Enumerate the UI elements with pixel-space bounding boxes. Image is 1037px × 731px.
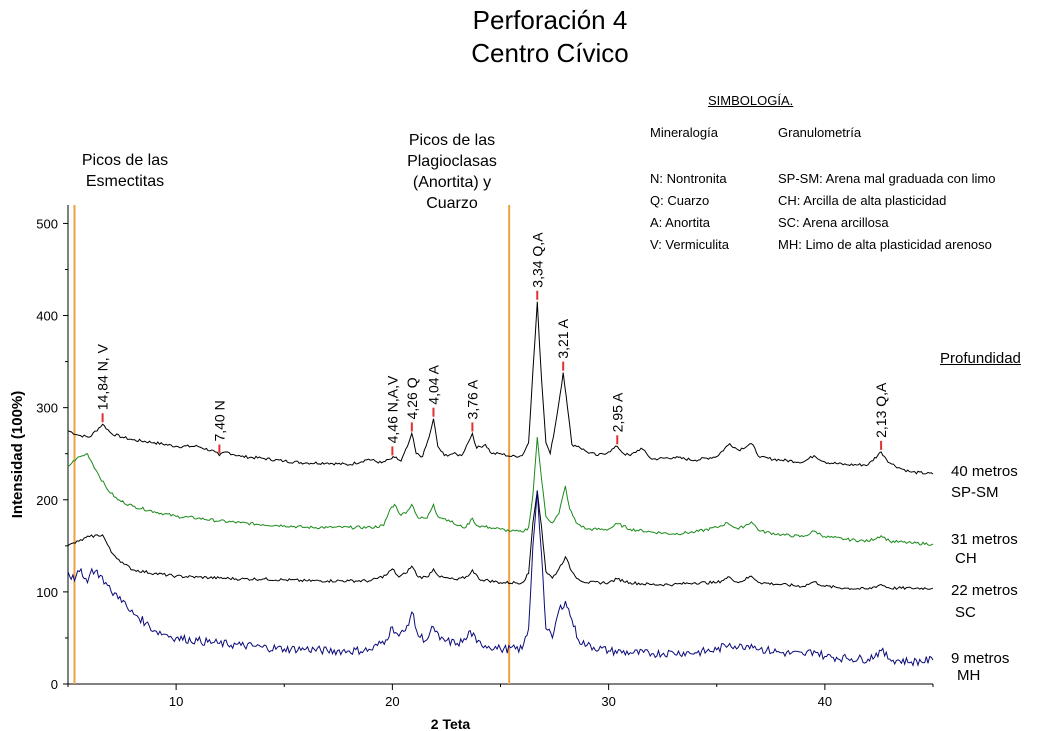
legend-granulometry-item: SP-SM: Arena mal graduada con limo	[778, 171, 996, 186]
annotation-esmectitas-line-1: Picos de las	[81, 152, 169, 169]
annotation-plagioclasas-line-3: (Anortita) y	[412, 174, 492, 191]
x-tick-label: 40	[818, 694, 832, 709]
legend-granulometry-item: CH: Arcilla de alta plasticidad	[778, 193, 947, 208]
series-line	[67, 437, 934, 546]
depth-label: 22 metros	[951, 582, 1018, 599]
chart-title-line-1: Perforación 4	[472, 5, 628, 35]
plot-area: 0 100 200 300 400 500 10 20 30 40 2 Teta Intensidad…	[9, 205, 934, 731]
x-axis-label: 2 Teta	[431, 716, 471, 731]
soil-label: SP-SM	[951, 484, 999, 501]
y-tick-label: 400	[36, 309, 58, 324]
peak-label: 3,76 A	[464, 379, 480, 419]
y-tick-label: 0	[51, 677, 58, 692]
annotation-esmectitas-line-2: Esmectitas	[85, 173, 165, 190]
peak-label: 2,13 Q,A	[873, 382, 889, 438]
annotation-plagioclasas-line-1: Picos de las	[408, 132, 496, 149]
soil-label: MH	[957, 667, 981, 684]
y-tick-label: 500	[36, 216, 58, 231]
x-tick-label: 30	[601, 694, 615, 709]
y-tick-label: 300	[36, 401, 58, 416]
x-tick-label: 20	[385, 694, 399, 709]
legend-mineral-item: V: Vermiculita	[650, 237, 729, 252]
annotation-plagioclasas-line-2: Plagioclasas	[407, 153, 497, 170]
y-tick-label: 100	[36, 585, 58, 600]
annotation-esmectitas: Picos de las Esmectitas	[55, 150, 195, 192]
peak-label: 7,40 N	[211, 400, 227, 441]
y-axis-label: Intensidad (100%)	[9, 391, 26, 519]
legend-granulometry-item: SC: Arena arcillosa	[778, 215, 889, 230]
series-line	[67, 490, 934, 591]
peak-label: 14,84 N, V	[95, 343, 111, 410]
peak-label: 3,34 Q,A	[529, 232, 545, 288]
legend-title: SIMBOLOGÍA.	[708, 93, 794, 108]
depth-label: 31 metros	[951, 531, 1018, 548]
legend-col1-header: Mineralogía	[650, 125, 718, 140]
peak-label: 2,95 A	[609, 392, 625, 432]
y-tick-label: 200	[36, 493, 58, 508]
legend-granulometry-item: MH: Limo de alta plasticidad arenoso	[778, 237, 992, 252]
soil-label: SC	[955, 604, 976, 621]
soil-label: CH	[955, 550, 977, 567]
peak-label: 4,04 A	[425, 364, 441, 404]
depth-label: 9 metros	[951, 650, 1010, 667]
legend-mineral-item: A: Anortita	[650, 215, 710, 230]
annotation-plagioclasas: Picos de las Plagioclasas (Anortita) y C…	[382, 130, 522, 214]
x-tick-label: 10	[169, 694, 183, 709]
annotation-plagioclasas-line-4: Cuarzo	[426, 195, 478, 212]
legend-col2-header: Granulometría	[778, 125, 862, 140]
peak-label: 3,21 A	[555, 318, 571, 358]
chart-title-line-2: Centro Cívico	[471, 38, 629, 68]
profundidad-label: Profundidad	[940, 350, 1021, 367]
depth-label: 40 metros	[951, 463, 1018, 480]
series-line	[67, 490, 934, 667]
legend-mineral-item: N: Nontronita	[650, 171, 727, 186]
peak-label: 4,26 Q	[404, 377, 420, 419]
legend-mineral-item: Q: Cuarzo	[650, 193, 710, 208]
series-line	[67, 301, 934, 475]
peak-label: 4,46 N,A,V	[384, 375, 400, 443]
